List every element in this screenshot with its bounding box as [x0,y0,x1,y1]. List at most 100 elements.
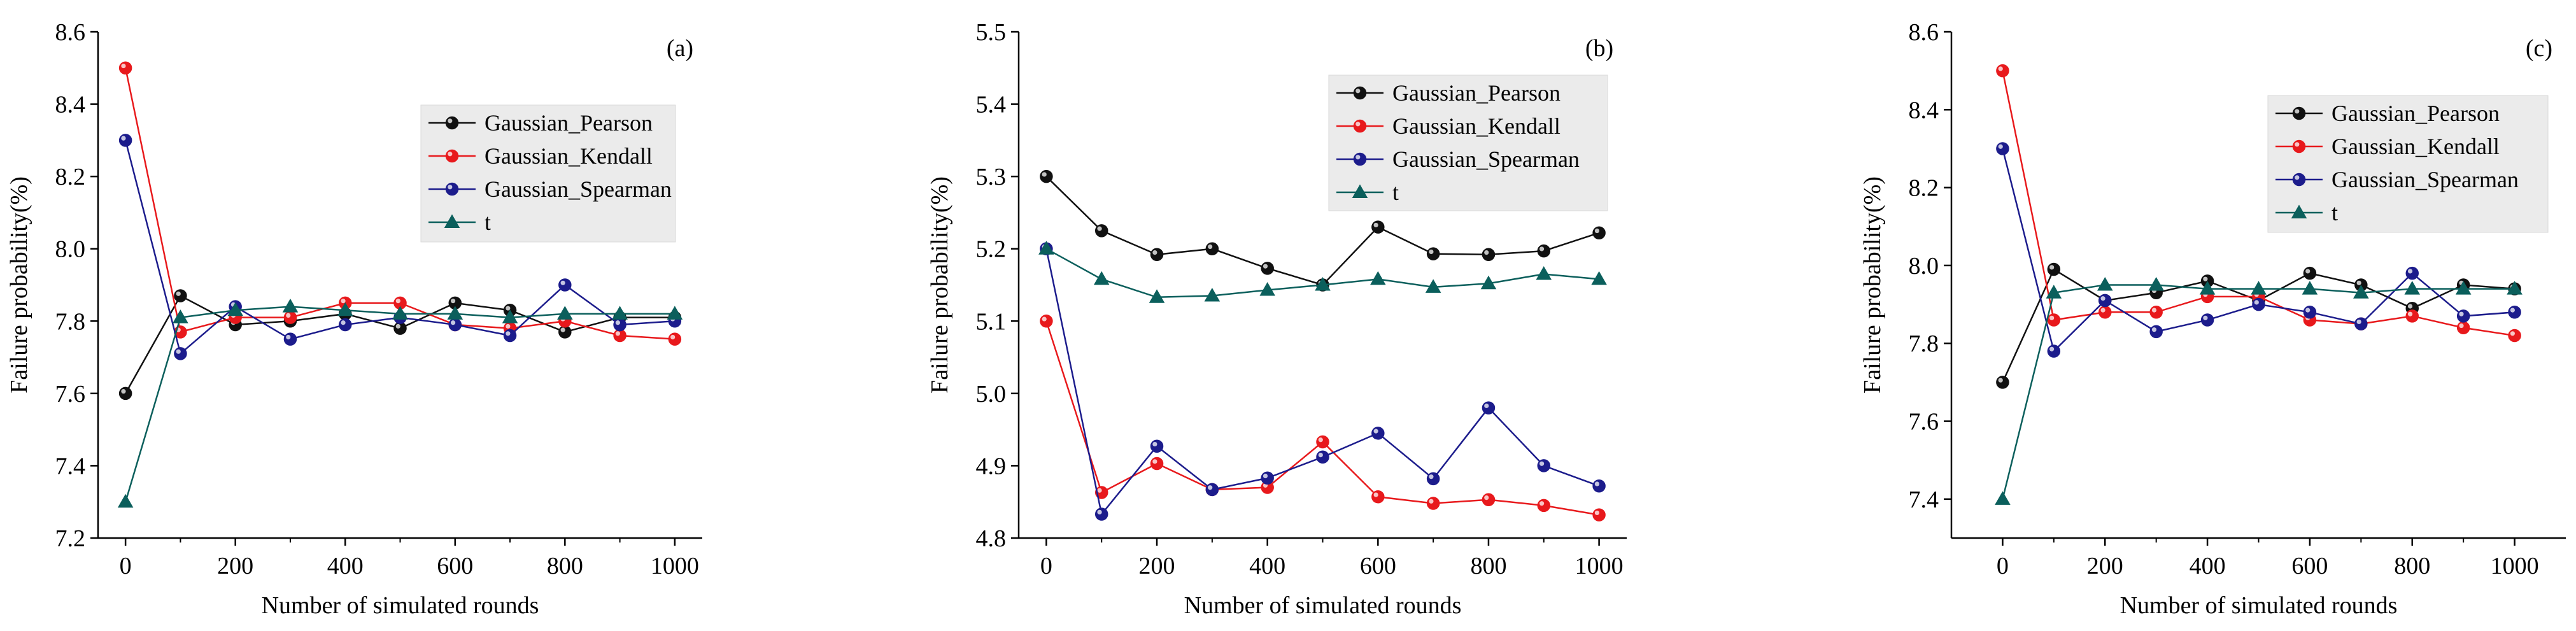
data-point [1426,247,1440,260]
legend-marker-highlight [1355,89,1361,94]
data-point [1370,271,1386,285]
data-point [1150,248,1164,262]
data-point-highlight [1594,510,1599,516]
data-point [612,306,628,320]
data-point [392,306,408,320]
data-point-highlight [506,306,511,311]
y-tick-label: 5.1 [976,308,1007,335]
data-point [1996,142,2009,155]
data-point [2302,281,2318,295]
data-point [2097,276,2113,291]
data-point [2303,306,2317,319]
y-tick-label: 7.2 [55,525,86,552]
series-line [1045,320,1599,516]
data-point [1426,497,1440,510]
data-point [2200,313,2214,327]
x-tick-label: 200 [1139,553,1175,579]
chart-panel-3: 7.4 7.6 7.8 8.0 8.2 8.4 8.6 0 200 400 600 800 1000 Nu… [1859,19,2566,619]
legend-label: Gaussian_Spearman [1392,146,1580,172]
data-point [1592,508,1606,521]
data-point [1205,242,1219,255]
data-point-highlight [395,323,400,329]
legend-label: t [1392,180,1399,205]
x-tick-label: 800 [1470,553,1506,579]
x-tick-label: 600 [437,553,473,579]
data-point [118,61,132,75]
legend-marker-highlight [2295,142,2300,147]
panel-label: (a) [667,35,693,62]
data-point-highlight [341,320,346,325]
data-point-highlight [2459,323,2464,329]
data-point [667,306,683,320]
data-point-highlight [286,313,291,318]
legend-box [1328,74,1608,211]
legend-marker [445,116,459,130]
data-point [613,318,626,332]
y-tick-label: 8.2 [1909,175,1939,202]
y-tick-label: 4.9 [976,453,1007,479]
series-t [1995,276,2523,505]
legend-marker [1353,119,1367,133]
data-point [227,302,243,316]
legend-marker [1353,152,1367,166]
series-gaussian-spearman [1996,142,2521,358]
x-tick-label: 0 [1040,553,1052,579]
data-point-highlight [1539,501,1545,506]
x-tick-label: 600 [2291,553,2328,579]
data-point [1482,248,1496,262]
data-point-highlight [1484,403,1489,408]
legend-label: Gaussian_Pearson [1392,80,1560,106]
data-point [2353,285,2369,299]
data-point [117,493,134,508]
y-tick-label: 7.4 [55,453,86,479]
data-point-highlight [2356,280,2361,285]
y-axis-title: Failure probability(%) [1859,176,1886,393]
data-point [613,329,626,343]
data-point [174,289,187,302]
data-point [2405,309,2419,323]
data-point-highlight [1539,461,1545,466]
chart-panel-2: 4.8 4.9 5.0 5.1 5.2 5.3 5.4 5.5 0 200 400 600 800 100… [926,19,1627,619]
data-point [1040,169,1053,183]
legend: Gaussian_Pearson Gaussian_Kendall Gaussian… [420,104,676,243]
series-t [1038,241,1607,303]
legend-box [420,104,676,243]
legend-marker-highlight [448,185,453,190]
y-tick-label: 5.2 [976,236,1007,263]
legend-marker [445,182,459,196]
legend-label: Gaussian_Spearman [2332,167,2519,192]
x-tick-label: 200 [2087,553,2123,579]
y-tick-label: 5.5 [976,19,1007,46]
data-point [1040,315,1053,328]
series-gaussian-spearman [118,134,682,360]
data-point-highlight [1208,485,1213,490]
data-point-highlight [1998,144,2003,149]
data-point [1261,262,1274,275]
data-point [1482,401,1496,415]
data-point [1205,483,1219,497]
x-tick-label: 400 [2190,553,2226,579]
data-point [2507,281,2523,295]
data-point [2148,276,2164,291]
x-axis-title: Number of simulated rounds [2120,592,2398,619]
data-point-highlight [560,327,565,332]
data-point-highlight [176,291,181,296]
data-point-highlight [1429,499,1434,504]
legend-label: Gaussian_Kendall [1392,113,1560,139]
y-axis-title: Failure probability(%) [6,176,32,393]
data-point [1259,281,1275,296]
data-point-highlight [1484,250,1489,255]
legend-marker [444,214,460,228]
data-point-highlight [2407,311,2413,316]
data-point [1537,244,1551,258]
data-point-highlight [1208,244,1213,250]
chart-panel-1: 7.2 7.4 7.6 7.8 8.0 8.2 8.4 8.6 0 200 400 600 800 100… [6,19,702,619]
data-point-highlight [1373,222,1378,228]
data-point [1537,459,1551,472]
y-tick-label: 4.8 [976,525,1007,552]
data-point [1426,472,1440,486]
y-tick-label: 5.4 [976,92,1007,118]
data-point-highlight [615,331,620,336]
y-tick-label: 8.4 [1909,97,1939,124]
legend-marker-highlight [1355,155,1361,160]
